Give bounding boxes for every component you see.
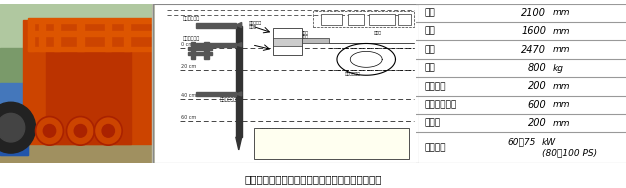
Text: 深耕ブレード: 深耕ブレード xyxy=(183,16,200,21)
Bar xyxy=(39,20,45,52)
Circle shape xyxy=(102,124,115,137)
Text: 0 cm: 0 cm xyxy=(182,42,193,47)
Bar xyxy=(23,20,155,144)
Text: ブレード主要諸元: ブレード主要諸元 xyxy=(260,128,285,133)
Bar xyxy=(0,131,28,155)
Text: さとうきび: さとうきび xyxy=(249,21,262,25)
Text: 1600: 1600 xyxy=(521,26,546,36)
Bar xyxy=(28,47,151,52)
Bar xyxy=(0,48,155,102)
Text: 鎮圧輪: 鎮圧輪 xyxy=(374,31,382,35)
Text: 覆土板: 覆土板 xyxy=(301,35,309,39)
Text: kW: kW xyxy=(542,137,557,146)
Text: 所要馬力: 所要馬力 xyxy=(424,143,446,152)
Text: 200: 200 xyxy=(528,81,546,91)
Bar xyxy=(28,20,34,52)
Text: mm: mm xyxy=(553,100,570,109)
Polygon shape xyxy=(236,23,242,28)
Bar xyxy=(321,14,342,25)
Text: (80～100 PS): (80～100 PS) xyxy=(542,148,597,157)
Bar xyxy=(54,20,60,52)
Text: 普及ブレード: 普及ブレード xyxy=(183,36,200,41)
Bar xyxy=(0,83,28,155)
Text: サブソイル深: サブソイル深 xyxy=(424,100,457,109)
Text: kg: kg xyxy=(553,64,563,73)
Polygon shape xyxy=(236,92,242,96)
Text: 20 cm: 20 cm xyxy=(182,64,197,69)
Circle shape xyxy=(95,117,122,145)
Text: mm: mm xyxy=(553,8,570,17)
Text: 2100: 2100 xyxy=(521,8,546,18)
Circle shape xyxy=(0,113,25,142)
Bar xyxy=(196,43,236,47)
Text: ブレード 幅190mm、厚さ20mm: ブレード 幅190mm、厚さ20mm xyxy=(260,139,313,143)
Text: 挿入口: 挿入口 xyxy=(249,25,257,29)
Bar xyxy=(28,31,151,36)
Text: mm: mm xyxy=(553,119,570,128)
Text: 全長: 全長 xyxy=(424,8,436,17)
Text: 60～75: 60～75 xyxy=(508,137,536,146)
Text: 600: 600 xyxy=(528,100,546,110)
Text: 施肥管: 施肥管 xyxy=(301,31,309,35)
Text: さとうきび苗: さとうきび苗 xyxy=(345,72,361,76)
Bar xyxy=(28,18,151,23)
Text: 全重: 全重 xyxy=(424,64,436,73)
Bar xyxy=(0,4,155,48)
Text: mm: mm xyxy=(553,82,570,91)
Polygon shape xyxy=(236,43,242,47)
Circle shape xyxy=(36,117,63,145)
Bar xyxy=(347,14,364,25)
Bar xyxy=(398,14,411,25)
Circle shape xyxy=(0,102,36,153)
Polygon shape xyxy=(236,137,242,150)
Bar xyxy=(0,102,155,163)
Bar xyxy=(46,48,131,144)
Circle shape xyxy=(66,117,95,145)
Text: mm: mm xyxy=(553,27,570,36)
Text: 植付深: 植付深 xyxy=(424,119,441,128)
Text: 全幅: 全幅 xyxy=(424,27,436,36)
Bar xyxy=(124,20,130,52)
Text: 200: 200 xyxy=(528,118,546,128)
Bar xyxy=(313,11,414,27)
Bar xyxy=(273,38,302,46)
Bar xyxy=(273,28,302,55)
Text: mm: mm xyxy=(553,45,570,54)
Bar xyxy=(254,128,409,159)
Bar xyxy=(196,92,236,96)
Text: 深耕ブレード: 深耕ブレード xyxy=(220,97,237,102)
Text: 図１　試作した部分深耕同時施肥・植付機の概要: 図１ 試作した部分深耕同時施肥・植付機の概要 xyxy=(244,174,382,185)
Bar xyxy=(196,23,236,28)
Bar xyxy=(204,42,208,59)
Bar xyxy=(188,52,212,55)
Bar xyxy=(78,20,83,52)
Bar xyxy=(190,42,195,59)
Text: 2470: 2470 xyxy=(521,45,546,55)
Text: 40 cm: 40 cm xyxy=(182,93,197,98)
Circle shape xyxy=(74,124,86,137)
Bar xyxy=(188,47,212,50)
Text: 溝切り深: 溝切り深 xyxy=(424,82,446,91)
Text: 60 cm: 60 cm xyxy=(182,115,197,120)
Bar xyxy=(369,14,396,25)
Bar xyxy=(302,38,329,43)
Text: チセル　 長さ600mm、幅62mm: チセル 長さ600mm、幅62mm xyxy=(260,150,313,154)
Text: 800: 800 xyxy=(528,63,546,73)
Bar xyxy=(236,26,242,137)
Text: 全高: 全高 xyxy=(424,45,436,54)
Bar xyxy=(151,4,155,163)
Circle shape xyxy=(43,124,56,137)
Bar xyxy=(105,20,111,52)
